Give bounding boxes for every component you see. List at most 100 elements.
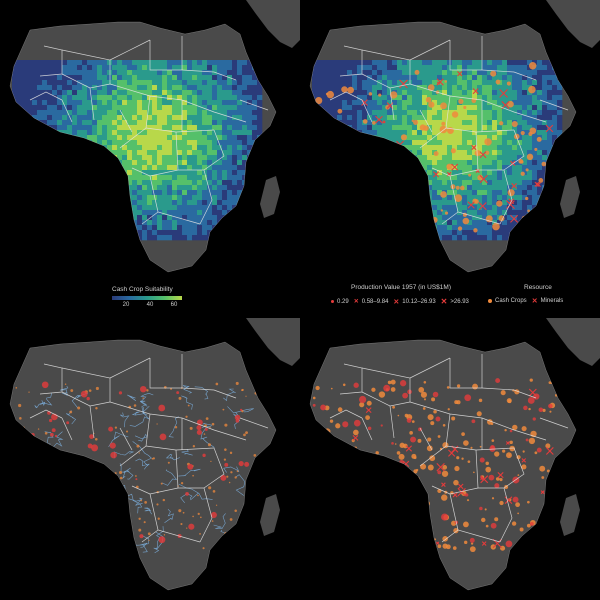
mineral-marker [457, 71, 463, 77]
suitability-cell [132, 170, 138, 176]
suitability-cell [452, 220, 458, 226]
suitability-cell [152, 130, 158, 136]
suitability-cell [402, 90, 408, 96]
suitability-cell [327, 80, 333, 86]
suitability-cell [447, 215, 453, 221]
suitability-cell [27, 100, 33, 106]
river-line [127, 394, 137, 402]
suitability-cell [172, 70, 178, 76]
suitability-cell [527, 190, 533, 196]
suitability-cell [482, 235, 488, 241]
suitability-cell [497, 150, 503, 156]
suitability-cell [142, 100, 148, 106]
suitability-cell [202, 180, 208, 186]
suitability-cell [247, 130, 253, 136]
suitability-cell [212, 175, 218, 181]
suitability-cell [172, 145, 178, 151]
suitability-cell [112, 140, 118, 146]
suitability-cell [217, 215, 223, 221]
suitability-cell [172, 225, 178, 231]
suitability-cell [177, 220, 183, 226]
suitability-cell [492, 135, 498, 141]
suitability-cell [122, 60, 128, 66]
suitability-cell [17, 95, 23, 101]
river-line [181, 448, 193, 456]
suitability-cell [142, 120, 148, 126]
suitability-cell [147, 110, 153, 116]
suitability-cell [92, 90, 98, 96]
suitability-cell [172, 125, 178, 131]
suitability-cell [202, 205, 208, 211]
cash-crop-spot [222, 408, 225, 411]
suitability-cell [172, 215, 178, 221]
suitability-cell [132, 185, 138, 191]
suitability-cell [57, 80, 63, 86]
cash-crop-spot [144, 500, 147, 504]
suitability-cell [507, 60, 513, 66]
suitability-cell [147, 155, 153, 161]
suitability-cell [522, 95, 528, 101]
suitability-cell [192, 65, 198, 71]
suitability-cell [462, 90, 468, 96]
suitability-cell [522, 140, 528, 146]
mineral-marker [521, 458, 527, 463]
cash-crop-spot [409, 431, 413, 435]
country-border [61, 99, 73, 123]
suitability-cell [482, 230, 488, 236]
suitability-cell [32, 70, 38, 76]
suitability-cell [122, 80, 128, 86]
suitability-cell [242, 95, 248, 101]
suitability-cell [352, 95, 358, 101]
suitability-cell [177, 105, 183, 111]
cash-crop-spot [427, 464, 434, 471]
suitability-cell [457, 115, 463, 121]
suitability-cell [482, 180, 488, 186]
mineral-spot [406, 417, 412, 423]
suitability-cell [462, 190, 468, 196]
suitability-cell [417, 110, 423, 116]
cash-crop-spot [455, 185, 460, 190]
suitability-cell [452, 235, 458, 241]
suitability-cell [342, 95, 348, 101]
cash-crop-spot [495, 477, 500, 481]
suitability-cell [472, 180, 478, 186]
suitability-cell [107, 135, 113, 141]
suitability-cell [242, 100, 248, 106]
suitability-cell [62, 130, 68, 136]
suitability-cell [132, 110, 138, 116]
suitability-cell [212, 120, 218, 126]
mineral-marker [467, 201, 475, 209]
cash-crop-spot [359, 402, 365, 408]
mineral-marker [433, 171, 440, 178]
cash-crop-spot [521, 426, 527, 432]
suitability-cell [82, 115, 88, 121]
suitability-cell [162, 115, 168, 121]
suitability-cell [497, 195, 503, 201]
suitability-cell [532, 70, 538, 76]
cash-crop-spot [70, 389, 74, 392]
country-border [181, 69, 237, 81]
suitability-cell [532, 105, 538, 111]
suitability-cell [172, 65, 178, 71]
coastline [309, 21, 577, 273]
suitability-cell [387, 90, 393, 96]
suitability-cell [557, 85, 563, 91]
suitability-cell [212, 215, 218, 221]
suitability-cell [142, 160, 148, 166]
suitability-cell [212, 145, 218, 151]
suitability-cell [117, 60, 123, 66]
suitability-cell [87, 90, 93, 96]
coastline [9, 339, 277, 591]
river-line [140, 535, 150, 548]
suitability-cell [382, 95, 388, 101]
suitability-cell [92, 100, 98, 106]
mineral-spot [235, 419, 240, 423]
cash-crop-spot [119, 476, 123, 480]
suitability-cell [442, 205, 448, 211]
suitability-cell [67, 95, 73, 101]
suitability-cell [247, 75, 253, 81]
mineral-spot [54, 434, 58, 438]
suitability-cell [542, 165, 548, 171]
suitability-cell [457, 80, 463, 86]
suitability-cell [407, 85, 413, 91]
